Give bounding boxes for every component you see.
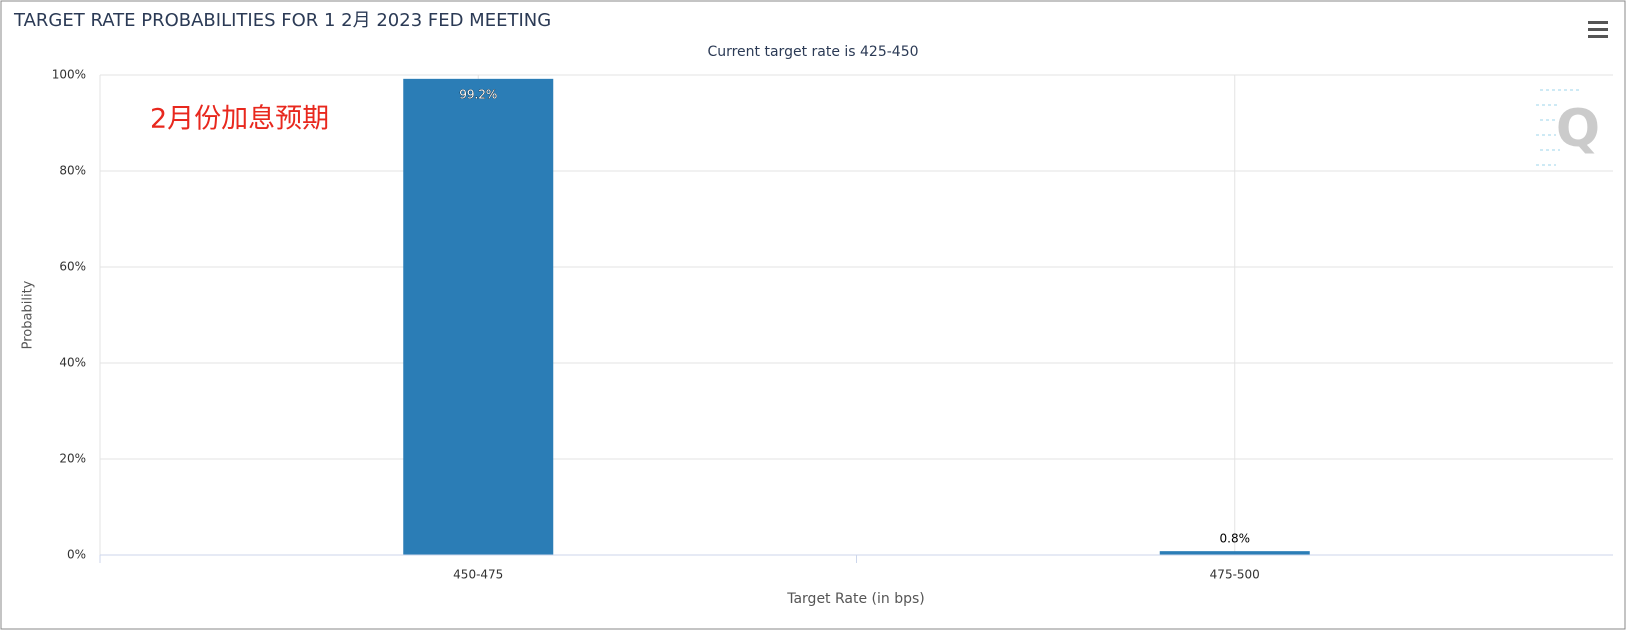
annotation: 2月份加息预期	[150, 104, 329, 135]
menu-bar	[1588, 28, 1608, 31]
logo-lines	[1536, 89, 1580, 166]
x-tick-label: 475-500	[1210, 568, 1260, 582]
menu-bar	[1588, 35, 1608, 38]
menu-icon[interactable]	[1588, 21, 1608, 38]
logo-letter: Q	[1556, 99, 1600, 159]
menu-bar	[1588, 21, 1608, 24]
y-tick-label: 0%	[67, 548, 86, 562]
value-label: 99.2%	[459, 87, 497, 101]
logo: Q	[1536, 89, 1600, 166]
y-tick-label: 40%	[59, 356, 86, 370]
y-tick-label: 100%	[52, 68, 86, 82]
bar	[403, 78, 554, 555]
x-axis-title: Target Rate (in bps)	[786, 591, 925, 607]
x-tick-label: 450-475	[453, 568, 503, 582]
y-tick-label: 60%	[59, 260, 86, 274]
bar	[1159, 551, 1310, 555]
y-tick-label: 80%	[59, 164, 86, 178]
y-tick-label: 20%	[59, 452, 86, 466]
chart-title: TARGET RATE PROBABILITIES FOR 1 2月 2023 …	[13, 10, 551, 31]
value-label: 0.8%	[1220, 532, 1251, 546]
y-axis-title: Probability	[21, 280, 36, 349]
chart-subtitle: Current target rate is 425-450	[707, 44, 918, 60]
